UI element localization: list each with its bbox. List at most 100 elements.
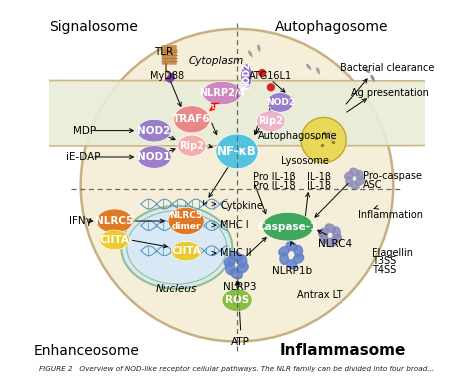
Ellipse shape [293, 254, 304, 263]
Text: NLRP1b: NLRP1b [272, 266, 312, 276]
Text: MHC II: MHC II [220, 248, 252, 258]
Text: Inflammasome: Inflammasome [279, 344, 406, 358]
Polygon shape [165, 73, 174, 82]
Ellipse shape [294, 245, 302, 257]
Ellipse shape [224, 256, 236, 266]
Text: Bacterial clearance: Bacterial clearance [340, 64, 435, 73]
Text: Flagellin: Flagellin [372, 248, 413, 258]
Ellipse shape [177, 135, 206, 156]
Ellipse shape [137, 119, 171, 142]
Polygon shape [0, 79, 474, 149]
Text: NLRP2/4: NLRP2/4 [199, 88, 245, 98]
Text: ROS: ROS [225, 295, 249, 305]
Text: Rip2: Rip2 [179, 141, 204, 151]
Text: NLRP3: NLRP3 [223, 282, 256, 292]
Ellipse shape [364, 68, 370, 73]
Ellipse shape [168, 208, 204, 235]
Ellipse shape [316, 67, 320, 74]
FancyBboxPatch shape [169, 45, 177, 65]
Text: Pro-caspase: Pro-caspase [363, 171, 422, 181]
Text: NLRC5: NLRC5 [95, 216, 134, 226]
Circle shape [81, 29, 393, 342]
Text: T3SS: T3SS [372, 256, 396, 266]
Ellipse shape [248, 50, 252, 56]
Ellipse shape [326, 224, 335, 232]
Ellipse shape [371, 75, 375, 81]
Ellipse shape [286, 260, 297, 269]
Circle shape [259, 70, 265, 76]
Ellipse shape [333, 227, 340, 238]
Text: NOD2: NOD2 [137, 125, 171, 136]
Text: NOD2: NOD2 [242, 63, 251, 90]
Ellipse shape [97, 209, 133, 233]
Ellipse shape [267, 93, 293, 112]
Text: NLRC5
dimer: NLRC5 dimer [170, 211, 203, 231]
Ellipse shape [174, 106, 210, 133]
Text: CIITA: CIITA [100, 235, 129, 245]
Ellipse shape [216, 134, 258, 169]
Ellipse shape [226, 262, 235, 274]
Text: Ag presentation: Ag presentation [351, 88, 428, 98]
Text: Signalosome: Signalosome [49, 20, 138, 34]
Text: Pro IL-1β: Pro IL-1β [253, 172, 296, 182]
Text: Nucleus: Nucleus [156, 284, 198, 294]
Ellipse shape [350, 181, 359, 189]
Text: IFNγ: IFNγ [69, 216, 92, 226]
Ellipse shape [306, 64, 311, 70]
Ellipse shape [356, 170, 363, 180]
Text: MHC I: MHC I [220, 220, 249, 230]
Ellipse shape [320, 233, 328, 243]
Text: NOD1: NOD1 [137, 152, 171, 162]
Text: FIGURE 2   Overview of NOD-like receptor cellular pathways. The NLR family can b: FIGURE 2 Overview of NOD-like receptor c… [39, 366, 435, 372]
Text: T4SS: T4SS [372, 265, 396, 275]
Ellipse shape [280, 253, 288, 264]
Ellipse shape [355, 178, 365, 185]
Ellipse shape [202, 81, 242, 105]
Ellipse shape [100, 230, 130, 249]
Text: NF-κB: NF-κB [217, 145, 257, 158]
Text: Rip2: Rip2 [258, 116, 283, 126]
Text: iE-DAP: iE-DAP [65, 152, 100, 162]
Ellipse shape [345, 172, 354, 179]
Ellipse shape [346, 177, 353, 186]
Ellipse shape [230, 269, 242, 279]
Ellipse shape [262, 212, 313, 241]
Text: NLRC4: NLRC4 [318, 239, 352, 249]
Text: Lysosome: Lysosome [281, 156, 329, 166]
Ellipse shape [230, 252, 242, 262]
Text: Enhanceosome: Enhanceosome [34, 344, 139, 358]
Circle shape [301, 118, 346, 163]
Ellipse shape [350, 168, 359, 176]
Ellipse shape [222, 289, 252, 311]
Ellipse shape [238, 255, 247, 268]
Text: TRAF6: TRAF6 [173, 114, 210, 124]
Text: MDP: MDP [73, 125, 96, 136]
Text: ATP: ATP [231, 336, 250, 347]
Ellipse shape [327, 131, 332, 135]
Text: Cytokine: Cytokine [220, 201, 263, 211]
Text: TLR: TLR [154, 46, 173, 57]
Ellipse shape [236, 263, 248, 273]
Text: MyD88: MyD88 [150, 71, 184, 81]
Ellipse shape [121, 206, 232, 289]
Text: IL-1β: IL-1β [307, 172, 331, 182]
Circle shape [267, 84, 274, 91]
Ellipse shape [331, 136, 335, 140]
Ellipse shape [331, 234, 341, 243]
Ellipse shape [319, 228, 328, 237]
Text: Pro IL-18: Pro IL-18 [253, 181, 296, 191]
Text: IL-18: IL-18 [307, 181, 331, 191]
Ellipse shape [241, 64, 252, 88]
Text: Inflammation: Inflammation [358, 211, 423, 220]
FancyBboxPatch shape [162, 45, 169, 65]
Ellipse shape [326, 238, 335, 247]
Text: CIITA: CIITA [171, 246, 201, 256]
Text: Caspase-1: Caspase-1 [258, 222, 318, 232]
Text: Autophagosome: Autophagosome [274, 20, 388, 34]
Ellipse shape [137, 146, 171, 168]
Ellipse shape [171, 241, 201, 261]
Text: ASC: ASC [363, 180, 383, 190]
Ellipse shape [257, 45, 260, 51]
Ellipse shape [279, 246, 290, 256]
Text: NOD2: NOD2 [242, 63, 251, 90]
